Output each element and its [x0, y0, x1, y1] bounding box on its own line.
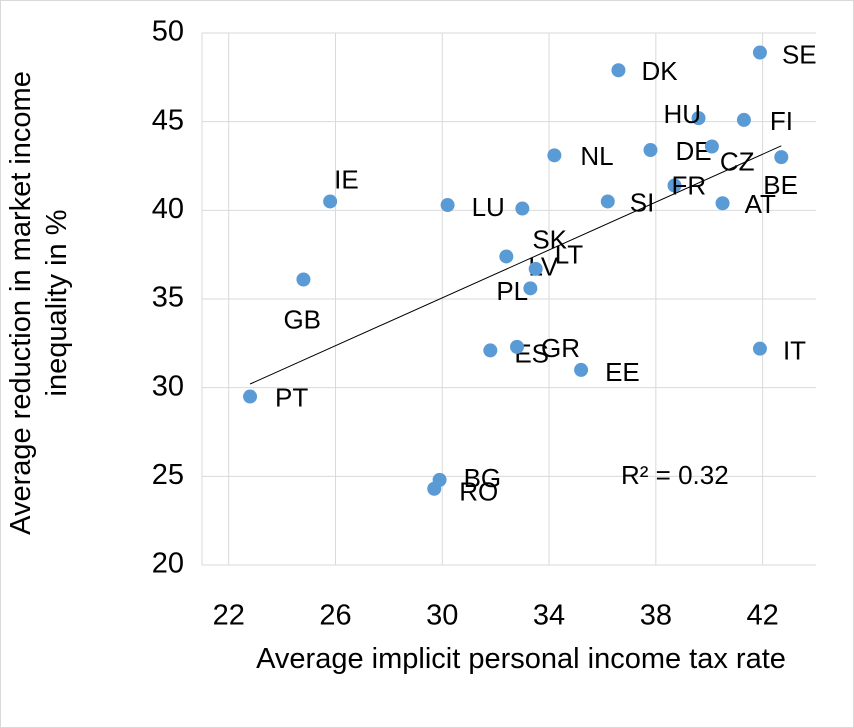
point [600, 194, 615, 209]
x-tick-label: 42 [746, 600, 778, 632]
y-tick-label: 30 [152, 370, 184, 402]
point [323, 194, 338, 209]
annotation: R² = 0.32 [621, 460, 729, 490]
point-label: DK [641, 56, 678, 86]
point-label: LU [472, 192, 505, 222]
point-label: FR [672, 170, 707, 200]
point [715, 196, 730, 211]
point [515, 201, 530, 216]
point [574, 362, 589, 377]
trendline [249, 145, 782, 385]
point-label: BG [464, 463, 502, 493]
point [691, 111, 706, 126]
point [667, 178, 682, 193]
point [440, 198, 455, 213]
point [611, 63, 626, 78]
y-axis-title: Average reduction in market income inequ… [5, 71, 73, 535]
point-label: HU [664, 99, 702, 129]
point-label: GB [283, 304, 321, 334]
point [243, 389, 258, 404]
point [523, 281, 538, 296]
x-tick-label: 22 [213, 600, 245, 632]
point [528, 261, 543, 276]
point [427, 481, 442, 496]
point [510, 339, 525, 354]
point-label: EE [605, 357, 640, 387]
point [704, 139, 719, 154]
x-tick-label: 30 [426, 600, 458, 632]
x-axis-title: Average implicit personal income tax rat… [256, 643, 786, 675]
point [736, 112, 751, 127]
point-label: AT [745, 189, 776, 219]
point-label: LT [555, 240, 584, 270]
y-tick-label: 20 [152, 548, 184, 580]
y-tick-label: 50 [152, 16, 184, 48]
point [643, 143, 658, 158]
point [774, 150, 789, 165]
x-tick-label: 26 [319, 600, 351, 632]
point-label: PT [275, 382, 308, 412]
y-tick-label: 40 [152, 193, 184, 225]
point-label: SI [630, 187, 655, 217]
point [547, 148, 562, 163]
point-label: PL [496, 276, 528, 306]
point-label: IT [783, 336, 806, 366]
point [752, 341, 767, 356]
y-tick-label: 25 [152, 459, 184, 491]
y-tick-label: 45 [152, 104, 184, 136]
x-tick-label: 34 [533, 600, 565, 632]
point-label: GR [541, 333, 580, 363]
point-label: SK [532, 224, 567, 254]
point-label: RO [459, 477, 498, 507]
point [752, 45, 767, 60]
point [296, 272, 311, 287]
point-label: NL [580, 141, 613, 171]
point [483, 343, 498, 358]
x-tick-label: 38 [640, 600, 672, 632]
point-label: IE [334, 164, 359, 194]
point-label: BE [763, 170, 798, 200]
point-label: SE [782, 39, 817, 69]
point-label: CZ [720, 146, 755, 176]
y-tick-label: 35 [152, 282, 184, 314]
point [499, 249, 514, 264]
point-label: FI [770, 106, 793, 136]
point-label: DE [675, 136, 711, 166]
